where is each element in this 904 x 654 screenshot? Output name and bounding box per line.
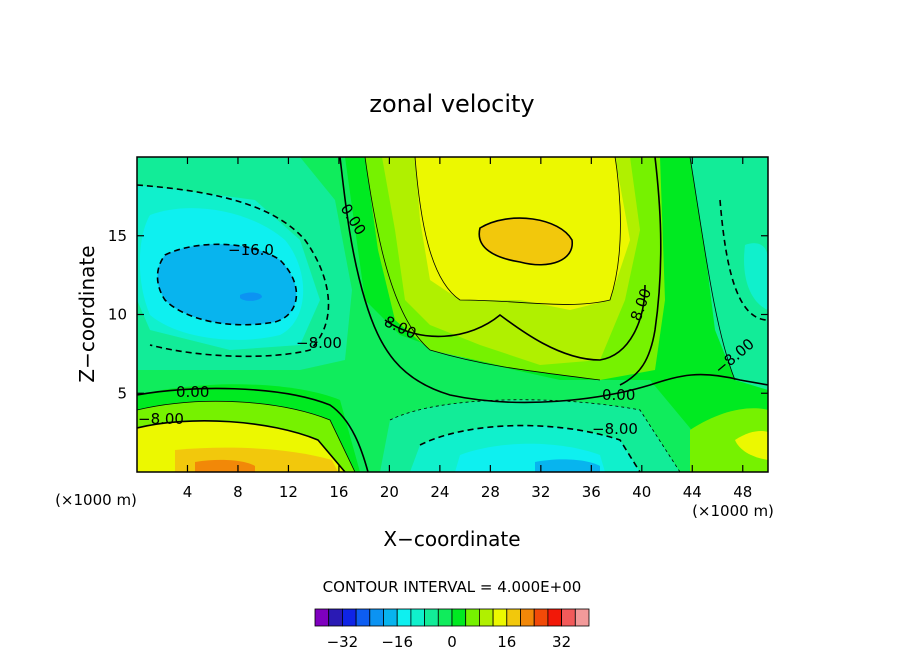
colorbar-swatch xyxy=(396,608,412,627)
y-tick-label: 5 xyxy=(117,384,127,402)
contour-label: −8.00 xyxy=(138,410,184,428)
x-tick-label: 40 xyxy=(632,483,651,501)
contour-label: 0.00 xyxy=(602,386,635,404)
colorbar-swatch xyxy=(314,608,330,627)
x-axis-ticks: 4 8 12 16 20 24 28 32 36 40 44 48 xyxy=(183,157,752,501)
contour-neg8-bottom xyxy=(419,424,641,472)
y-axis-ticks: 5 10 15 xyxy=(108,227,768,402)
region-right-edge xyxy=(690,157,768,390)
colorbar-swatch xyxy=(547,608,563,627)
colorbar-swatch xyxy=(328,608,343,627)
x-axis-label: X−coordinate xyxy=(383,527,520,551)
region-lower-deep-orange xyxy=(195,459,255,472)
contour-lines xyxy=(137,157,768,472)
colorbar-swatch xyxy=(574,608,590,627)
contour-field xyxy=(137,157,768,472)
region-bottom-right-yellow xyxy=(735,430,768,460)
chart-title: zonal velocity xyxy=(369,90,534,118)
x-tick-label: 8 xyxy=(233,483,243,501)
x-tick-label: 4 xyxy=(183,483,193,501)
contour-thin-1 xyxy=(137,400,356,472)
contour-zero-center xyxy=(339,157,768,404)
colorbar-swatch xyxy=(465,608,480,627)
contour-label: 0.00 xyxy=(176,383,209,401)
colorbar-swatch xyxy=(341,608,357,627)
colorbar-tick-label: −16 xyxy=(381,633,413,651)
colorbar-tick-label: 0 xyxy=(447,633,457,651)
x-tick-label: 12 xyxy=(279,483,298,501)
contour-thin-3 xyxy=(414,157,621,305)
colorbar-swatch xyxy=(383,608,398,627)
contour-zero-left xyxy=(137,387,369,472)
colorbar-tick-label: 16 xyxy=(497,633,516,651)
contour-thin-2 xyxy=(364,157,601,381)
colorbar-swatch xyxy=(506,608,521,627)
contour-neg8-right xyxy=(719,199,768,321)
region-neg20 xyxy=(240,292,262,301)
contour-neg16 xyxy=(156,243,298,326)
colorbar-swatch xyxy=(478,608,494,627)
contour-zero-right xyxy=(619,157,662,386)
region-bottom-mid-blue xyxy=(535,459,600,472)
contour-label: −8.00 xyxy=(296,334,342,352)
x-tick-label: 16 xyxy=(329,483,348,501)
colorbar-swatch xyxy=(533,608,549,627)
colorbar-swatch xyxy=(451,608,467,627)
contour-thin-5 xyxy=(689,157,736,381)
x-tick-label: 28 xyxy=(481,483,500,501)
x-tick-label: 44 xyxy=(683,483,702,501)
region-neg16 xyxy=(157,244,297,325)
x-tick-label: 24 xyxy=(430,483,449,501)
colorbar-tick-label: 32 xyxy=(552,633,571,651)
region-bottom-right xyxy=(690,408,768,472)
colorbar-swatch xyxy=(492,608,508,627)
x-unit-left: (×1000 m) xyxy=(55,491,137,509)
colorbar-swatch xyxy=(410,608,425,627)
x-tick-label: 36 xyxy=(582,483,601,501)
y-axis-label: Z−coordinate xyxy=(75,245,99,382)
colorbar: −32 −16 0 16 32 xyxy=(314,608,590,651)
colorbar-swatch xyxy=(520,608,535,627)
colorbar-swatch xyxy=(437,608,453,627)
contour-label: −16.0 xyxy=(228,241,274,259)
y-tick-label: 15 xyxy=(108,227,127,245)
contour-pos16 xyxy=(478,217,573,266)
colorbar-swatch xyxy=(355,608,371,627)
contour-pos8-lower xyxy=(137,420,346,472)
x-tick-label: 32 xyxy=(531,483,550,501)
colorbar-swatch xyxy=(424,608,439,627)
colorbar-tick-label: −32 xyxy=(327,633,359,651)
contour-pos8-center xyxy=(384,284,646,361)
y-tick-label: 10 xyxy=(108,306,127,324)
x-unit-right: (×1000 m) xyxy=(692,502,774,520)
region-orange-top xyxy=(479,218,573,265)
contour-label: −8.00 xyxy=(592,420,638,438)
contour-thin-4 xyxy=(389,399,681,472)
colorbar-swatch xyxy=(369,608,384,627)
x-tick-label: 20 xyxy=(380,483,399,501)
x-tick-label: 48 xyxy=(733,483,752,501)
colorbar-swatch xyxy=(561,608,576,627)
region-right-edge-cyan xyxy=(744,243,768,310)
contour-interval-text: CONTOUR INTERVAL = 4.000E+00 xyxy=(323,578,582,596)
